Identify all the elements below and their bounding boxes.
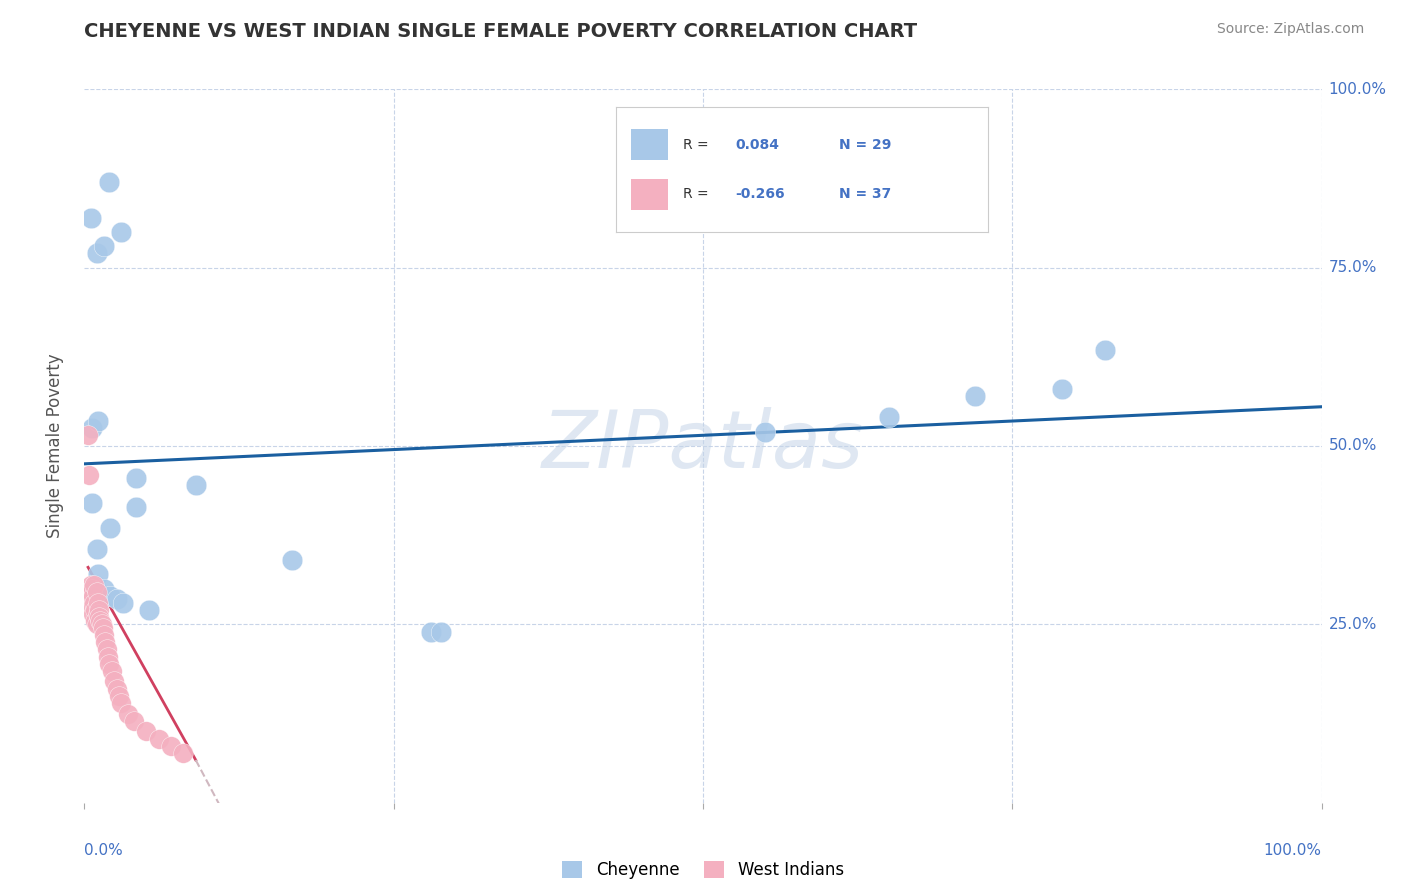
Point [97,649,120,664]
Point [86,617,108,632]
Point [90,617,112,632]
Point [98,657,121,671]
Point [429,624,451,639]
Point [79,211,101,225]
Point [84,603,107,617]
Point [84,614,107,628]
Text: 0.0%: 0.0% [84,843,124,858]
Point [281,553,304,567]
Point [83,596,105,610]
Point [86,585,108,599]
Text: ZIPatlas: ZIPatlas [541,407,865,485]
Text: 100.0%: 100.0% [1264,843,1322,858]
Point [93,582,115,596]
Text: CHEYENNE VS WEST INDIAN SINGLE FEMALE POVERTY CORRELATION CHART: CHEYENNE VS WEST INDIAN SINGLE FEMALE PO… [84,22,918,41]
Point [122,714,145,728]
Point [79,578,101,592]
Point [82,589,104,603]
Point [93,628,115,642]
Point [89,614,111,628]
Point [111,596,134,610]
Point [87,596,110,610]
Point [184,478,207,492]
Point [160,739,183,753]
Point [89,603,111,617]
Point [86,542,108,557]
Point [93,239,115,253]
Point [80,599,103,614]
Point [148,731,170,746]
Point [80,421,103,435]
Point [125,500,148,514]
Point [98,521,121,535]
Point [80,582,103,596]
Point [125,471,148,485]
Point [96,642,118,657]
Point [105,681,128,696]
Point [877,410,900,425]
Text: 75.0%: 75.0% [1329,260,1376,275]
Point [110,225,132,239]
Point [138,603,160,617]
Point [77,428,100,442]
Point [84,578,107,592]
Point [94,635,117,649]
Text: 25.0%: 25.0% [1329,617,1376,632]
Point [82,607,104,621]
Legend: Cheyenne, West Indians: Cheyenne, West Indians [554,853,852,888]
Point [103,674,125,689]
Point [79,592,101,607]
Point [1050,382,1073,396]
Point [83,578,105,592]
Point [754,425,776,439]
Point [89,610,111,624]
Text: Source: ZipAtlas.com: Source: ZipAtlas.com [1216,22,1364,37]
Point [98,589,121,603]
Point [80,496,103,510]
Point [87,414,110,428]
Point [117,706,139,721]
Point [91,621,114,635]
Point [965,389,987,403]
Point [87,607,110,621]
Point [79,467,101,482]
Point [1094,343,1116,357]
Y-axis label: Single Female Poverty: Single Female Poverty [45,354,63,538]
Point [110,696,132,710]
Point [105,592,128,607]
Point [135,724,157,739]
Point [419,624,441,639]
Text: 50.0%: 50.0% [1329,439,1376,453]
Point [87,567,110,582]
Point [86,246,108,260]
Point [80,582,103,596]
Point [108,689,131,703]
Point [100,664,122,678]
Point [98,175,121,189]
Text: 100.0%: 100.0% [1329,82,1386,96]
Point [172,746,194,760]
